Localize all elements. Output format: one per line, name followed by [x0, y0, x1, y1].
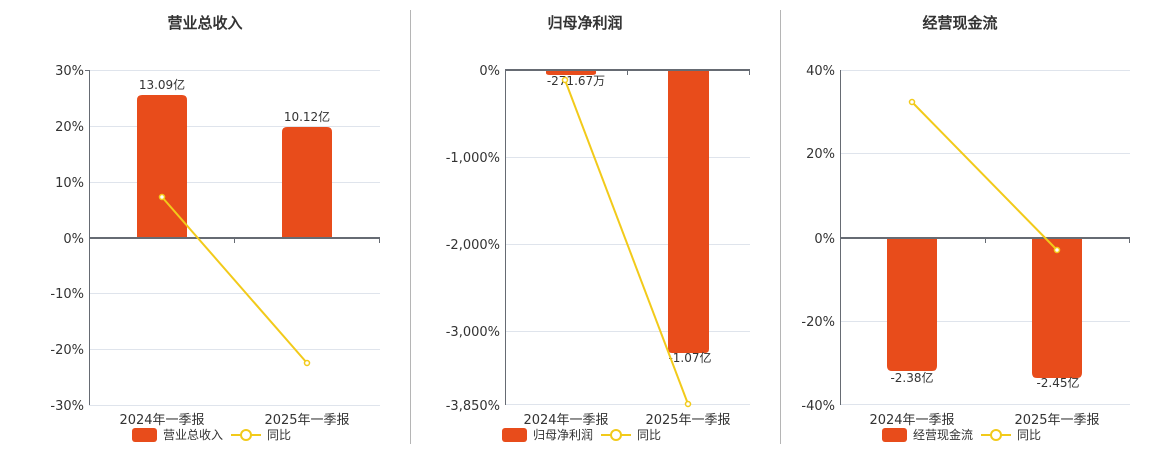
y-tick: 40% [806, 64, 835, 79]
bar-2024q1 [546, 70, 596, 75]
legend-line-marker-icon [981, 428, 1012, 441]
x-tick: 2024年一季报 [869, 413, 954, 428]
legend-line-label[interactable]: 同比 [637, 428, 662, 442]
y-tick: -3,000% [446, 325, 500, 340]
bar-value-label: 10.12亿 [284, 109, 330, 124]
y-tick: 20% [55, 120, 84, 135]
y-tick: -20% [50, 343, 84, 358]
x-tick: 2024年一季报 [119, 413, 204, 428]
y-tick: -1,000% [446, 151, 500, 166]
yoy-line [564, 79, 689, 405]
y-tick: 0% [479, 64, 500, 79]
legend-bar-swatch [502, 427, 527, 442]
chart-title: 营业总收入 [167, 14, 243, 32]
y-tick: 20% [806, 147, 835, 162]
chart-legend[interactable]: 营业总收入 同比 [132, 426, 291, 443]
yoy-line [911, 101, 1058, 251]
y-tick: 10% [55, 176, 84, 191]
y-tick: 30% [55, 64, 84, 79]
chart-panel-operating-cash-flow: 经营现金流 40% 20% 0% -20% -40% -2.38亿 -2.45亿… [780, 0, 1160, 450]
y-tick: -40% [801, 399, 835, 414]
legend-bar-label[interactable]: 经营现金流 [913, 428, 974, 442]
bar-2024q1 [887, 238, 937, 371]
bar-value-label: -2.45亿 [1036, 375, 1079, 390]
legend-line-label[interactable]: 同比 [267, 428, 292, 442]
chart-plot: 0% -1,000% -2,000% -3,000% -3,850% -271.… [446, 64, 750, 428]
legend-line-marker-icon [601, 428, 632, 441]
bar-value-label: -271.67万 [547, 74, 605, 88]
y-tick: -30% [50, 399, 84, 414]
bar-value-label: -2.38亿 [890, 370, 933, 385]
yoy-line [161, 196, 308, 364]
x-tick: 2025年一季报 [645, 413, 730, 428]
panel-divider [410, 10, 411, 444]
x-tick: 2025年一季报 [1014, 413, 1099, 428]
legend-line-marker-icon [231, 428, 262, 441]
y-tick: -20% [801, 315, 835, 330]
legend-bar-label[interactable]: 归母净利润 [533, 428, 594, 442]
legend-bar-swatch [882, 427, 907, 442]
y-tick: -3,850% [446, 399, 500, 414]
y-tick: -2,000% [446, 238, 500, 253]
bar-2025q1 [282, 127, 332, 238]
bar-value-label: 13.09亿 [139, 77, 185, 92]
chart-title: 经营现金流 [922, 14, 998, 32]
x-tick: 2024年一季报 [523, 413, 608, 428]
chart-title: 归母净利润 [547, 14, 623, 32]
bar-2024q1 [137, 95, 187, 238]
bar-value-label: -1.07亿 [668, 350, 711, 365]
bar-2025q1 [668, 70, 709, 353]
chart-legend[interactable]: 归母净利润 同比 [502, 426, 661, 443]
chart-panel-net-profit: 归母净利润 0% -1,000% -2,000% -3,000% -3,850%… [410, 0, 780, 450]
chart-plot: 40% 20% 0% -20% -40% -2.38亿 -2.45亿 2024年… [801, 64, 1130, 428]
legend-line-label[interactable]: 同比 [1017, 428, 1042, 442]
x-tick: 2025年一季报 [264, 413, 349, 428]
y-tick: 0% [814, 232, 835, 247]
chart-panel-revenue: 营业总收入 30% 20% 10% 0% -10% -20% -30% [0, 0, 410, 450]
y-tick: 0% [63, 232, 84, 247]
panel-divider [780, 10, 781, 444]
legend-bar-swatch [132, 427, 157, 442]
bar-2025q1 [1032, 238, 1082, 378]
y-tick: -10% [50, 287, 84, 302]
legend-bar-label[interactable]: 营业总收入 [163, 428, 224, 442]
chart-legend[interactable]: 经营现金流 同比 [882, 426, 1041, 443]
chart-plot: 30% 20% 10% 0% -10% -20% -30% 13.09亿 10.… [50, 64, 380, 428]
